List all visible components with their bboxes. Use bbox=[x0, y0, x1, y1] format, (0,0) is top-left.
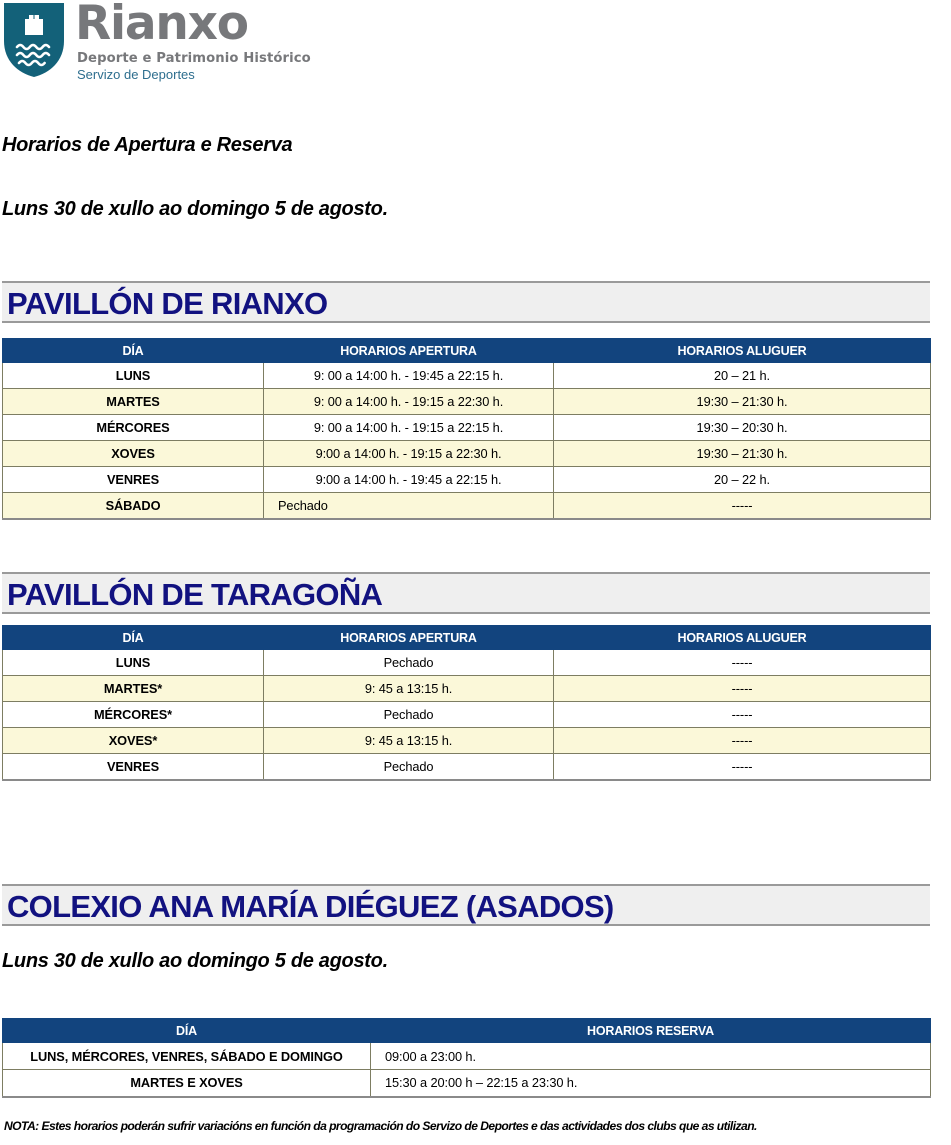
table-row: MARTES 9: 00 a 14:00 h. - 19:15 a 22:30 … bbox=[2, 388, 931, 415]
cell-apertura: 9: 00 a 14:00 h. - 19:15 a 22:30 h. bbox=[263, 388, 554, 415]
cell-aluguer: ----- bbox=[553, 701, 931, 728]
cell-apertura: 9: 00 a 14:00 h. - 19:45 a 22:15 h. bbox=[263, 362, 554, 389]
cell-aluguer: ----- bbox=[553, 727, 931, 754]
table-row: LUNS 9: 00 a 14:00 h. - 19:45 a 22:15 h.… bbox=[2, 362, 931, 389]
cell-aluguer: 19:30 – 21:30 h. bbox=[553, 440, 931, 467]
table-row: LUNS, MÉRCORES, VENRES, SÁBADO E DOMINGO… bbox=[2, 1042, 931, 1070]
brand-header: Rianxo Deporte e Patrimonio Histórico Se… bbox=[0, 0, 500, 92]
table-row: SÁBADO Pechado ----- bbox=[2, 492, 931, 520]
cell-apertura: 9: 45 a 13:15 h. bbox=[263, 727, 554, 754]
cell-aluguer: 19:30 – 21:30 h. bbox=[553, 388, 931, 415]
column-header-dia: DÍA bbox=[2, 338, 264, 363]
cell-day: LUNS bbox=[2, 362, 264, 389]
cell-day: LUNS, MÉRCORES, VENRES, SÁBADO E DOMINGO bbox=[2, 1042, 371, 1070]
column-header-horarios-reserva: HORARIOS RESERVA bbox=[370, 1018, 931, 1043]
cell-day: XOVES bbox=[2, 440, 264, 467]
cell-day: MARTES E XOVES bbox=[2, 1069, 371, 1098]
cell-aluguer: 20 – 22 h. bbox=[553, 466, 931, 493]
cell-apertura: 9: 00 a 14:00 h. - 19:15 a 22:15 h. bbox=[263, 414, 554, 441]
cell-day: MÉRCORES bbox=[2, 414, 264, 441]
table-row: LUNS Pechado ----- bbox=[2, 649, 931, 676]
cell-day: VENRES bbox=[2, 466, 264, 493]
cell-day: SÁBADO bbox=[2, 492, 264, 520]
schedule-table-pavillon-taragona: DÍA HORARIOS APERTURA HORARIOS ALUGUER L… bbox=[2, 625, 931, 781]
cell-aluguer: 19:30 – 20:30 h. bbox=[553, 414, 931, 441]
schedule-table-pavillon-rianxo: DÍA HORARIOS APERTURA HORARIOS ALUGUER L… bbox=[2, 338, 931, 520]
cell-day: XOVES* bbox=[2, 727, 264, 754]
brand-subtitle-primary: Deporte e Patrimonio Histórico bbox=[77, 51, 311, 66]
column-header-dia: DÍA bbox=[2, 1018, 371, 1043]
table-row: MARTES* 9: 45 a 13:15 h. ----- bbox=[2, 675, 931, 702]
cell-day: MÉRCORES* bbox=[2, 701, 264, 728]
brand-name: Rianxo bbox=[75, 0, 249, 51]
table-header-row: DÍA HORARIOS APERTURA HORARIOS ALUGUER bbox=[2, 338, 931, 363]
cell-aluguer: ----- bbox=[553, 492, 931, 520]
cell-apertura: 9:00 a 14:00 h. - 19:45 a 22:15 h. bbox=[263, 466, 554, 493]
cell-apertura: Pechado bbox=[263, 753, 554, 781]
cell-day: VENRES bbox=[2, 753, 264, 781]
table-row: VENRES Pechado ----- bbox=[2, 753, 931, 781]
table-row: XOVES 9:00 a 14:00 h. - 19:15 a 22:30 h.… bbox=[2, 440, 931, 467]
column-header-dia: DÍA bbox=[2, 625, 264, 650]
section-title-pavillon-taragona: PAVILLÓN DE TARAGOÑA bbox=[2, 572, 930, 614]
page-title: Horarios de Apertura e Reserva bbox=[2, 134, 293, 156]
cell-day: MARTES* bbox=[2, 675, 264, 702]
cell-aluguer: ----- bbox=[553, 675, 931, 702]
table-header-row: DÍA HORARIOS APERTURA HORARIOS ALUGUER bbox=[2, 625, 931, 650]
table-row: MÉRCORES 9: 00 a 14:00 h. - 19:15 a 22:1… bbox=[2, 414, 931, 441]
cell-aluguer: ----- bbox=[553, 753, 931, 781]
rianxo-shield-icon bbox=[4, 3, 64, 77]
section-title-label: PAVILLÓN DE RIANXO bbox=[7, 286, 328, 321]
section-title-label: COLEXIO ANA MARÍA DIÉGUEZ (ASADOS) bbox=[7, 889, 614, 924]
cell-day: LUNS bbox=[2, 649, 264, 676]
cell-reserva: 15:30 a 20:00 h – 22:15 a 23:30 h. bbox=[370, 1069, 931, 1098]
table-row: MÉRCORES* Pechado ----- bbox=[2, 701, 931, 728]
column-header-horarios-apertura: HORARIOS APERTURA bbox=[263, 625, 554, 650]
cell-reserva: 09:00 a 23:00 h. bbox=[370, 1042, 931, 1070]
cell-day: MARTES bbox=[2, 388, 264, 415]
column-header-horarios-aluguer: HORARIOS ALUGUER bbox=[553, 625, 931, 650]
table-row: VENRES 9:00 a 14:00 h. - 19:45 a 22:15 h… bbox=[2, 466, 931, 493]
column-header-horarios-apertura: HORARIOS APERTURA bbox=[263, 338, 554, 363]
column-header-horarios-aluguer: HORARIOS ALUGUER bbox=[553, 338, 931, 363]
footer-note: NOTA: Estes horarios poderán sufrir vari… bbox=[4, 1119, 757, 1133]
cell-apertura: 9: 45 a 13:15 h. bbox=[263, 675, 554, 702]
cell-apertura: Pechado bbox=[263, 701, 554, 728]
cell-apertura: Pechado bbox=[263, 649, 554, 676]
table-row: MARTES E XOVES 15:30 a 20:00 h – 22:15 a… bbox=[2, 1069, 931, 1098]
section-title-colexio-ana-maria-dieguez: COLEXIO ANA MARÍA DIÉGUEZ (ASADOS) bbox=[2, 884, 930, 926]
cell-apertura: 9:00 a 14:00 h. - 19:15 a 22:30 h. bbox=[263, 440, 554, 467]
table-row: XOVES* 9: 45 a 13:15 h. ----- bbox=[2, 727, 931, 754]
table-header-row: DÍA HORARIOS RESERVA bbox=[2, 1018, 931, 1043]
date-range-subtitle-colexio: Luns 30 de xullo ao domingo 5 de agosto. bbox=[2, 950, 388, 972]
section-title-pavillon-rianxo: PAVILLÓN DE RIANXO bbox=[2, 281, 930, 323]
schedule-table-colexio: DÍA HORARIOS RESERVA LUNS, MÉRCORES, VEN… bbox=[2, 1018, 931, 1098]
section-title-label: PAVILLÓN DE TARAGOÑA bbox=[7, 577, 383, 612]
brand-subtitle-secondary: Servizo de Deportes bbox=[77, 67, 195, 82]
cell-apertura: Pechado bbox=[263, 492, 554, 520]
cell-aluguer: 20 – 21 h. bbox=[553, 362, 931, 389]
date-range-subtitle: Luns 30 de xullo ao domingo 5 de agosto. bbox=[2, 198, 388, 220]
cell-aluguer: ----- bbox=[553, 649, 931, 676]
